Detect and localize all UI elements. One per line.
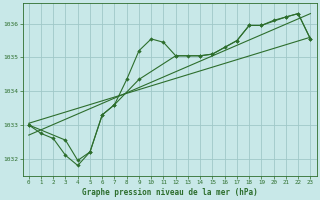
X-axis label: Graphe pression niveau de la mer (hPa): Graphe pression niveau de la mer (hPa) bbox=[82, 188, 258, 197]
